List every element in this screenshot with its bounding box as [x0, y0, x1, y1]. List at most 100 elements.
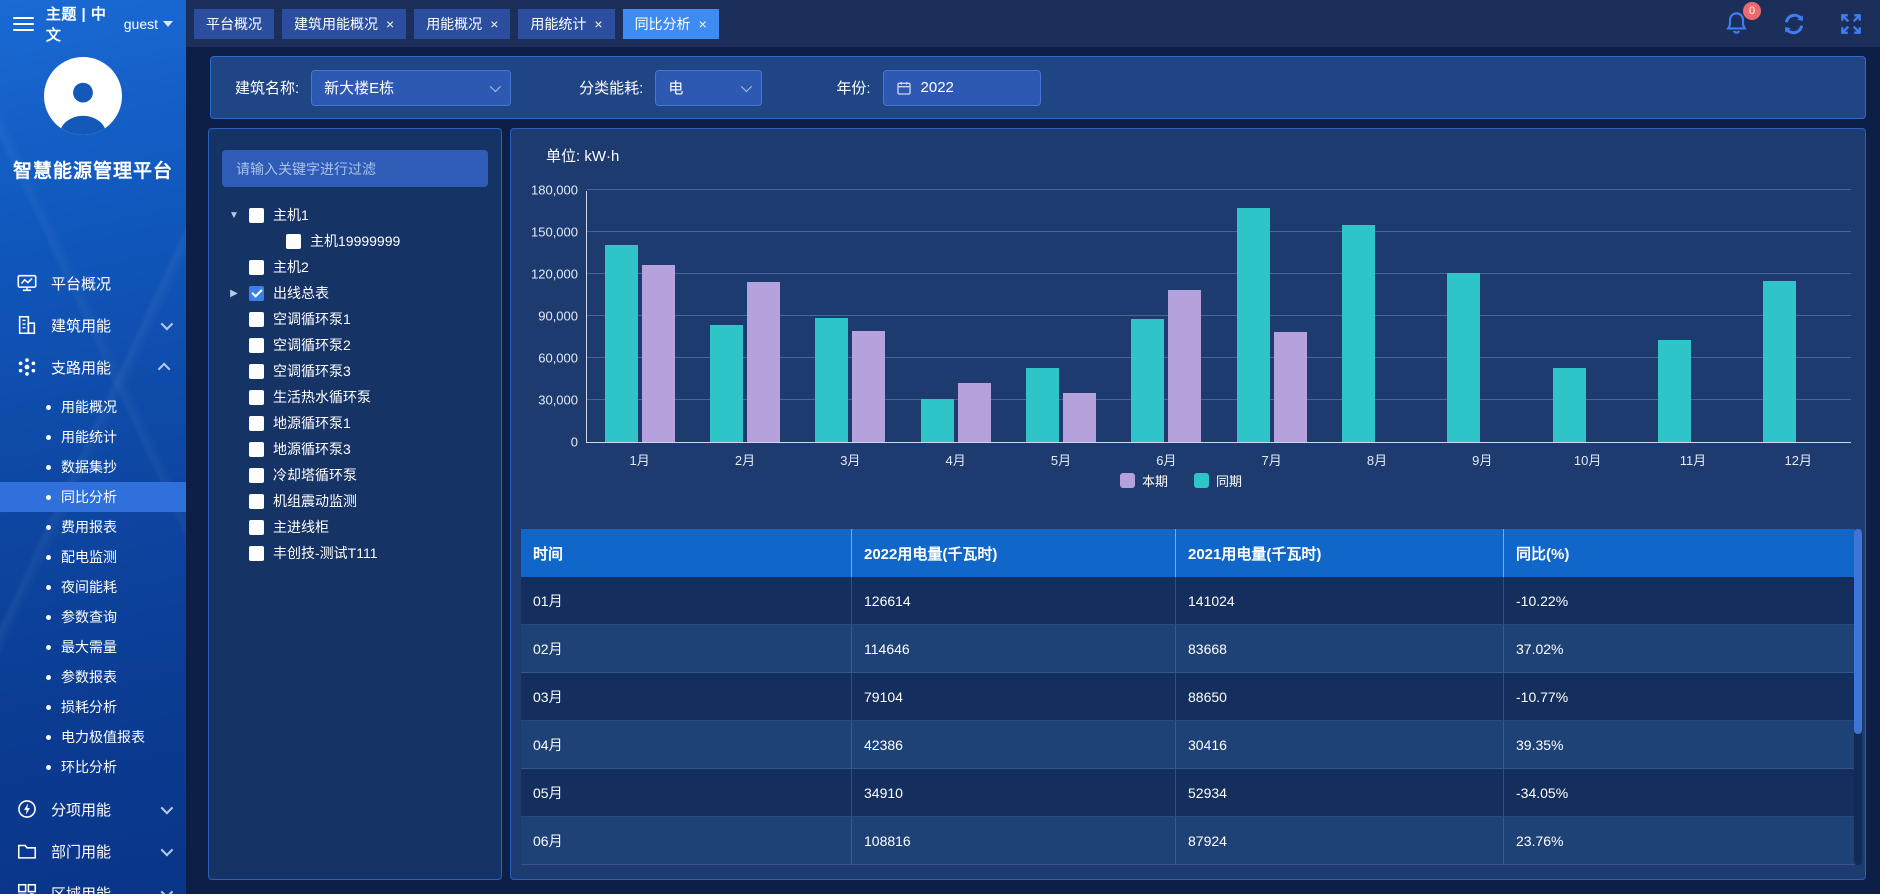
sidebar-subitem-同比分析[interactable]: 同比分析	[0, 482, 186, 512]
tree-item-丰创技-测试T111[interactable]: 丰创技-测试T111	[209, 540, 501, 566]
bullet-icon	[46, 644, 51, 650]
sidebar-item-支路用能[interactable]: 支路用能	[0, 346, 186, 388]
hamburger-menu-icon[interactable]	[13, 13, 34, 35]
refresh-icon[interactable]	[1780, 10, 1808, 38]
sidebar-item-平台概况[interactable]: 平台概况	[0, 262, 186, 304]
tree-item-主机19999999[interactable]: 主机19999999	[209, 228, 501, 254]
x-axis-tick-label: 3月	[840, 453, 861, 468]
tab-用能概况[interactable]: 用能概况 ×	[414, 8, 511, 39]
bar-group-11月	[1640, 191, 1745, 442]
expand-arrow-down-icon[interactable]: ▼	[229, 209, 239, 221]
tree-item-主机1[interactable]: ▼ 主机1	[209, 202, 501, 228]
user-menu[interactable]: guest	[124, 16, 173, 32]
sidebar-subitem-最大需量[interactable]: 最大需量	[0, 632, 186, 662]
sidebar-subitem-label: 用能概况	[61, 399, 117, 415]
checkbox[interactable]	[249, 493, 264, 509]
table-scrollbar	[1854, 529, 1862, 865]
checkbox[interactable]	[286, 233, 301, 249]
table-cell: 126614	[852, 577, 1176, 625]
checkbox[interactable]	[249, 441, 264, 457]
close-icon[interactable]: ×	[594, 15, 603, 32]
tab-建筑用能概况[interactable]: 建筑用能概况 ×	[282, 8, 407, 39]
sidebar-subitem-数据集抄[interactable]: 数据集抄	[0, 452, 186, 482]
sidebar-subitem-电力极值报表[interactable]: 电力极值报表	[0, 722, 186, 752]
sidebar-subitem-参数报表[interactable]: 参数报表	[0, 662, 186, 692]
chevron-down-icon	[741, 80, 753, 92]
checkbox[interactable]	[249, 363, 264, 379]
scrollbar-thumb[interactable]	[1854, 529, 1862, 734]
checkbox[interactable]	[249, 259, 264, 275]
fullscreen-icon[interactable]	[1838, 11, 1864, 37]
chart-legend: 本期 同期	[511, 471, 1851, 490]
tree-item-主机2[interactable]: 主机2	[209, 254, 501, 280]
x-axis-tick-label: 11月	[1679, 453, 1707, 468]
sidebar-subitem-费用报表[interactable]: 费用报表	[0, 512, 186, 542]
x-axis-tick-label: 9月	[1472, 453, 1493, 468]
building-select[interactable]: 新大楼E栋	[311, 69, 512, 106]
energy-icon	[16, 798, 38, 820]
tree-item-主进线柜[interactable]: 主进线柜	[209, 514, 501, 540]
tab-用能统计[interactable]: 用能统计 ×	[518, 8, 615, 39]
tree-item-label: 丰创技-测试T111	[273, 545, 378, 561]
tree-item-空调循环泵1[interactable]: 空调循环泵1	[209, 306, 501, 332]
checkbox[interactable]	[249, 337, 264, 353]
table-cell: 03月	[521, 673, 852, 721]
tree-item-地源循环泵1[interactable]: 地源循环泵1	[209, 410, 501, 436]
sidebar: 主题 | 中文 guest 智慧能源管理平台 平台概况 建筑用能 支路用能 用能概况用…	[0, 0, 186, 894]
table-cell: 23.76%	[1504, 817, 1855, 865]
tree-item-地源循环泵3[interactable]: 地源循环泵3	[209, 436, 501, 462]
bullet-icon	[46, 674, 51, 680]
sidebar-item-区域用能[interactable]: 区域用能	[0, 872, 186, 894]
sidebar-subitem-夜间能耗[interactable]: 夜间能耗	[0, 572, 186, 602]
sidebar-subitem-用能统计[interactable]: 用能统计	[0, 422, 186, 452]
sidebar-item-分项用能[interactable]: 分项用能	[0, 788, 186, 830]
notification-badge: 0	[1743, 2, 1761, 20]
checkbox[interactable]	[249, 545, 264, 561]
bar-group-5月	[1008, 191, 1113, 442]
tree-search-input[interactable]	[226, 160, 484, 177]
table-row: 06月 108816 87924 23.76%	[521, 817, 1855, 865]
gridline	[587, 315, 1851, 316]
checkbox[interactable]	[249, 415, 264, 431]
close-icon[interactable]: ×	[490, 15, 499, 32]
sidebar-subitem-用能概况[interactable]: 用能概况	[0, 392, 186, 422]
column-header-时间: 时间	[521, 529, 852, 577]
sidebar-item-建筑用能[interactable]: 建筑用能	[0, 304, 186, 346]
sidebar-item-部门用能[interactable]: 部门用能	[0, 830, 186, 872]
theme-language-switch[interactable]: 主题 | 中文	[45, 5, 107, 44]
year-picker[interactable]: 2022	[882, 69, 1041, 106]
tree-item-生活热水循环泵[interactable]: 生活热水循环泵	[209, 384, 501, 410]
energy-category-select[interactable]: 电	[655, 69, 763, 106]
tree-item-冷却塔循环泵[interactable]: 冷却塔循环泵	[209, 462, 501, 488]
tree-item-空调循环泵3[interactable]: 空调循环泵3	[209, 358, 501, 384]
checkbox[interactable]	[249, 207, 264, 223]
legend-item-本期[interactable]: 本期	[1119, 471, 1168, 490]
sidebar-subitem-参数查询[interactable]: 参数查询	[0, 602, 186, 632]
table-cell: 141024	[1176, 577, 1504, 625]
table-cell: 114646	[852, 625, 1176, 673]
tab-label: 同比分析	[634, 15, 691, 32]
close-icon[interactable]: ×	[386, 15, 395, 32]
tree-item-出线总表[interactable]: ▶ 出线总表	[209, 280, 501, 306]
tree-item-空调循环泵2[interactable]: 空调循环泵2	[209, 332, 501, 358]
sidebar-subitem-配电监测[interactable]: 配电监测	[0, 542, 186, 572]
tree-item-机组震动监测[interactable]: 机组震动监测	[209, 488, 501, 514]
checkbox[interactable]	[249, 311, 264, 327]
sidebar-subitem-损耗分析[interactable]: 损耗分析	[0, 692, 186, 722]
sidebar-subitem-label: 数据集抄	[61, 459, 117, 475]
tab-同比分析[interactable]: 同比分析 ×	[622, 8, 719, 39]
checkbox[interactable]	[249, 519, 264, 535]
sidebar-subitem-环比分析[interactable]: 环比分析	[0, 752, 186, 782]
expand-arrow-right-icon[interactable]: ▶	[230, 287, 238, 299]
table-cell: 01月	[521, 577, 852, 625]
close-icon[interactable]: ×	[698, 15, 707, 32]
checkbox-checked[interactable]	[249, 285, 264, 301]
checkbox[interactable]	[249, 389, 264, 405]
bar-同期-8月	[1341, 224, 1375, 442]
notification-bell-icon[interactable]: 0	[1723, 2, 1761, 37]
year-label: 年份:	[836, 80, 871, 97]
tab-平台概况[interactable]: 平台概况	[194, 8, 274, 39]
checkbox[interactable]	[249, 467, 264, 483]
legend-item-同期[interactable]: 同期	[1194, 471, 1242, 490]
bar-同期-4月	[920, 399, 954, 442]
